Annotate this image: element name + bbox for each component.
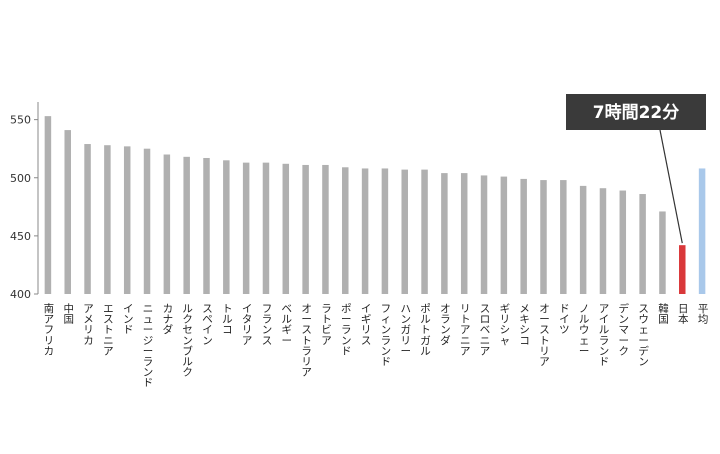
callout-box bbox=[566, 94, 706, 130]
category-label-1: 中国 bbox=[63, 302, 74, 326]
category-label-5: ニュージーランド bbox=[143, 303, 154, 389]
bar-18 bbox=[401, 169, 408, 294]
category-label-2: アメリカ bbox=[83, 303, 94, 347]
bar-33 bbox=[698, 168, 706, 294]
category-label-31: 韓国 bbox=[658, 303, 669, 326]
bar-6 bbox=[163, 154, 171, 294]
bar-11 bbox=[262, 162, 270, 294]
category-label-17: フィンランド bbox=[381, 303, 392, 368]
bar-0 bbox=[44, 116, 52, 294]
category-label-22: スロベニア bbox=[480, 303, 491, 357]
bar-9 bbox=[223, 160, 230, 294]
bar-13 bbox=[302, 164, 309, 294]
category-label-30: スウェーデン bbox=[638, 303, 649, 368]
y-axis: 400 450 500 550 bbox=[10, 102, 39, 301]
bar-17 bbox=[381, 168, 389, 294]
callout-label: 7時間22分 bbox=[593, 102, 680, 123]
bar-27 bbox=[579, 185, 587, 294]
bar-19 bbox=[421, 169, 428, 294]
category-label-10: イタリア bbox=[242, 303, 253, 347]
category-label-18: ハンガリー bbox=[400, 303, 411, 357]
bar-29 bbox=[619, 190, 627, 294]
category-label-19: ポルトガル bbox=[420, 303, 431, 357]
category-label-32: 日本 bbox=[678, 303, 689, 326]
bar-24 bbox=[520, 178, 527, 294]
bar-3 bbox=[104, 145, 111, 294]
category-label-0: 南アフリカ bbox=[44, 302, 55, 357]
bar-4 bbox=[123, 146, 131, 294]
category-label-23: ギリシャ bbox=[500, 303, 511, 347]
x-axis-labels: 南アフリカ中国アメリカエストニアインドニュージーランドカナダルクセンブルクスペイ… bbox=[44, 302, 709, 389]
category-label-9: トルコ bbox=[222, 303, 233, 336]
bar-10 bbox=[242, 162, 250, 294]
bar-32 bbox=[679, 245, 686, 294]
category-label-8: スペイン bbox=[202, 303, 213, 347]
bar-16 bbox=[361, 168, 369, 294]
callout: 7時間22分 bbox=[566, 94, 706, 244]
category-label-7: ルクセンブルク bbox=[182, 303, 193, 379]
bar-25 bbox=[540, 180, 547, 294]
callout-leader-line bbox=[659, 129, 683, 244]
category-label-20: オランダ bbox=[440, 303, 451, 347]
category-label-15: ポーランド bbox=[341, 303, 352, 357]
category-label-14: ラトビア bbox=[321, 303, 332, 347]
category-label-24: メキシコ bbox=[519, 303, 530, 347]
category-label-4: インド bbox=[123, 303, 134, 336]
bar-14 bbox=[322, 164, 329, 294]
bar-5 bbox=[143, 148, 151, 294]
category-label-6: カナダ bbox=[163, 303, 174, 336]
bar-7 bbox=[183, 156, 190, 294]
category-label-12: ベルギー bbox=[282, 303, 293, 347]
bar-21 bbox=[460, 173, 468, 294]
category-label-21: リトアニア bbox=[460, 303, 471, 357]
category-label-11: フランス bbox=[262, 303, 273, 347]
y-tick-label: 550 bbox=[10, 114, 31, 127]
category-label-28: アイルランド bbox=[599, 303, 610, 368]
category-label-33: 平均 bbox=[698, 303, 709, 326]
bar-20 bbox=[441, 173, 448, 294]
category-label-16: イギリス bbox=[361, 303, 372, 347]
bar-15 bbox=[342, 167, 349, 294]
bar-22 bbox=[480, 175, 488, 294]
bar-8 bbox=[203, 157, 210, 294]
category-label-27: ノルウェー bbox=[579, 303, 590, 357]
category-label-25: オーストリア bbox=[539, 303, 550, 368]
bar-31 bbox=[659, 211, 666, 294]
bar-12 bbox=[282, 163, 290, 294]
bar-26 bbox=[560, 180, 567, 294]
y-tick-label: 400 bbox=[10, 288, 31, 301]
bar-2 bbox=[84, 144, 91, 294]
bar-23 bbox=[500, 176, 508, 294]
y-tick-label: 500 bbox=[10, 172, 31, 185]
category-label-13: オーストラリア bbox=[301, 303, 312, 379]
bar-28 bbox=[599, 188, 607, 294]
y-tick-label: 450 bbox=[10, 230, 31, 243]
category-label-26: ドイツ bbox=[559, 303, 570, 336]
category-label-29: デンマーク bbox=[619, 302, 630, 357]
category-label-3: エストニア bbox=[103, 303, 114, 357]
bar-1 bbox=[64, 130, 71, 294]
bar-30 bbox=[639, 194, 646, 294]
bars bbox=[44, 116, 706, 294]
